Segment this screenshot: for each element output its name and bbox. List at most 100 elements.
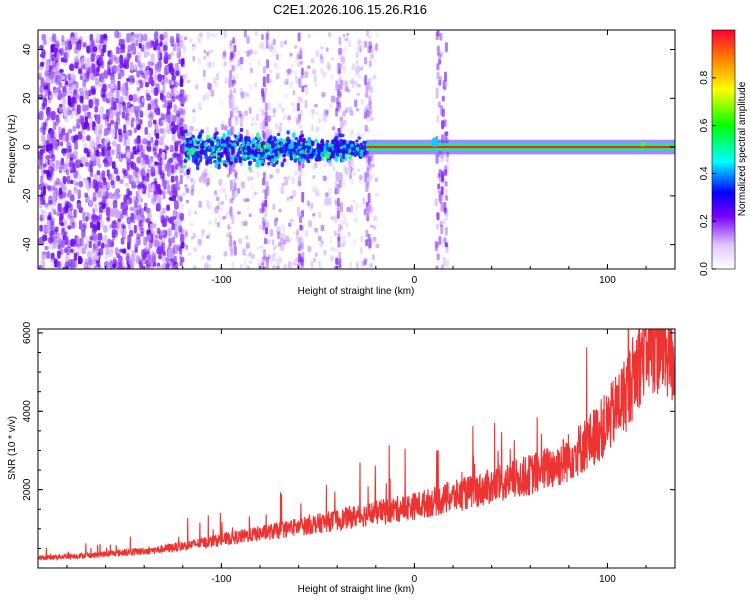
heatmap-cell (338, 251, 342, 259)
heatmap-cell (153, 32, 158, 41)
heatmap-cell (261, 109, 265, 117)
heatmap-cell (120, 265, 125, 269)
heatmap-cell (353, 238, 357, 245)
heatmap-cell (50, 110, 56, 121)
heatmap-cell (222, 55, 226, 60)
heatmap-cell (169, 216, 174, 225)
heatmap-cell (270, 41, 275, 50)
colorbar-tick-label: 0.6 (699, 118, 710, 132)
heatmap-cell (319, 67, 324, 74)
heatmap-cell (241, 220, 244, 227)
heatmap-cell (201, 140, 206, 144)
heatmap-cell (288, 143, 292, 150)
heatmap-cell (339, 219, 344, 227)
heatmap-cell (437, 183, 441, 189)
heatmap-cell (325, 139, 330, 144)
heatmap-cell (39, 110, 44, 121)
heatmap-cell (175, 90, 179, 95)
heatmap-cell (238, 159, 242, 164)
heatmap-cell (56, 261, 61, 268)
heatmap-cell (358, 44, 362, 48)
heatmap-cell (342, 180, 346, 187)
heatmap-cell (274, 152, 279, 156)
heatmap-cell (441, 238, 445, 248)
heatmap-cell (321, 143, 325, 147)
heatmap-cell (248, 61, 252, 66)
heatmap-cell (351, 199, 356, 204)
heatmap-cell (359, 247, 363, 255)
heatmap-cell (367, 242, 371, 251)
heatmap-cell (245, 235, 249, 240)
heatmap-cell (298, 78, 302, 88)
heatmap-cell (322, 149, 327, 155)
heatmap-cell (174, 175, 179, 182)
heatmap-cell (262, 171, 266, 180)
heatmap-cell (339, 122, 344, 129)
heatmap-cell (436, 115, 440, 124)
heatmap-cell (64, 236, 69, 246)
heatmap-cell (40, 258, 45, 265)
heatmap-cell (73, 209, 77, 218)
heatmap-cell (199, 149, 204, 155)
heatmap-cell (133, 170, 137, 177)
heatmap-cell (330, 246, 335, 251)
heatmap-cell (152, 142, 158, 151)
heatmap-cell (233, 245, 237, 256)
heatmap-cell (279, 122, 283, 126)
heatmap-cell (81, 64, 86, 70)
heatmap-cell (307, 65, 311, 69)
heatmap-cell (66, 246, 71, 255)
x-tick-label: -100 (211, 275, 231, 286)
heatmap-cell (183, 171, 187, 176)
heatmap-cell (129, 79, 135, 85)
heatmap-cell (130, 263, 135, 269)
heatmap-cell (125, 112, 130, 122)
heatmap-cell (141, 175, 146, 182)
heatmap-cell (125, 106, 129, 116)
heatmap-cell (248, 107, 252, 114)
heatmap-cell (298, 235, 303, 241)
heatmap-cell (136, 70, 141, 78)
heatmap-cell (220, 152, 224, 158)
heatmap-cell (104, 160, 109, 168)
heatmap-cell (138, 194, 142, 202)
heatmap-cell (198, 200, 202, 208)
heatmap-cell (80, 129, 85, 134)
heatmap-cell (38, 237, 43, 245)
heatmap-cell (213, 139, 217, 143)
heatmap-cell (204, 262, 209, 269)
heatmap-cell (348, 154, 352, 160)
heatmap-cell (251, 122, 254, 127)
heatmap-cell (276, 53, 279, 60)
heatmap-cell (436, 253, 440, 261)
heatmap-cell (179, 89, 185, 98)
colorbar-tick-label: 0.8 (699, 70, 710, 84)
heatmap-cell (150, 85, 155, 94)
heatmap-cell (162, 250, 166, 256)
heatmap-cell (179, 78, 184, 87)
heatmap-cell (133, 238, 138, 248)
heatmap-cell (47, 185, 52, 191)
heatmap-cell (181, 96, 187, 103)
heatmap-cell (43, 39, 47, 45)
heatmap-cell (107, 50, 111, 57)
heatmap-cell (119, 178, 124, 184)
heatmap-cell (271, 253, 276, 262)
heatmap-cell (137, 224, 141, 232)
heatmap-cell (104, 150, 109, 160)
heatmap-cell (283, 78, 288, 85)
heatmap-cell (84, 111, 88, 117)
heatmap-cell (158, 148, 162, 155)
heatmap-cell (72, 267, 77, 269)
heatmap-cell (39, 214, 43, 221)
heatmap-cell (55, 211, 60, 216)
heatmap-cell (130, 43, 136, 52)
heatmap-cell (334, 199, 338, 206)
heatmap-cell (105, 216, 110, 221)
heatmap-cell (147, 103, 151, 111)
heatmap-cell (368, 60, 372, 68)
heatmap-cell (360, 145, 365, 151)
heatmap-cell (358, 176, 363, 184)
spectrogram-xlabel: Height of straight line (km) (298, 286, 415, 297)
